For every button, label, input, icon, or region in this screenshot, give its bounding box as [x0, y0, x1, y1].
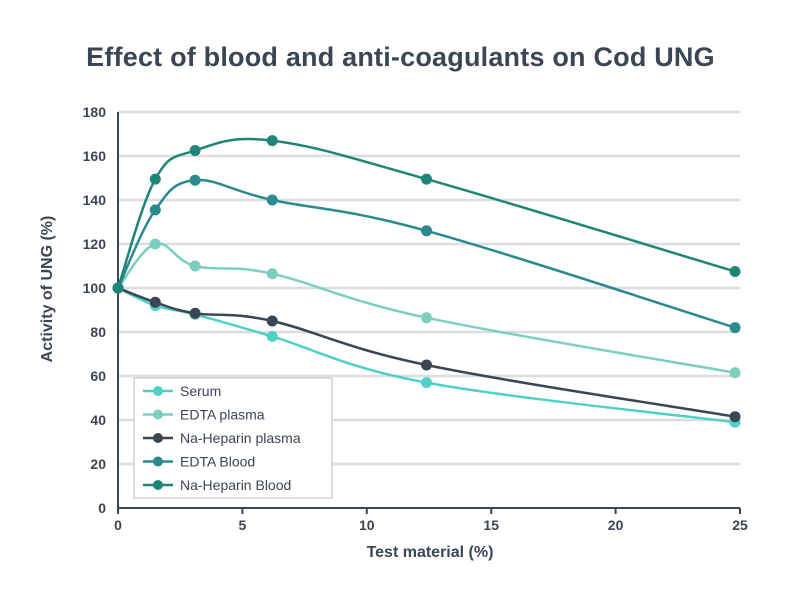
data-point [421, 225, 433, 237]
legend-label: Na-Heparin plasma [180, 430, 301, 446]
y-tick-label: 40 [90, 412, 106, 428]
series-line-1 [117, 242, 736, 374]
y-tick-label: 20 [90, 456, 106, 472]
y-tick-label: 180 [83, 104, 107, 120]
chart-title: Effect of blood and anti-coagulants on C… [86, 42, 715, 72]
data-point [266, 268, 278, 280]
legend-marker [153, 409, 163, 420]
tick-labels: 0 20 40 60 80 100 120 140 160 180 0 5 10 15 20 25 [83, 104, 748, 533]
data-point [729, 322, 741, 334]
y-tick-label: 120 [83, 236, 107, 252]
series-lines [112, 135, 741, 428]
data-point [149, 238, 161, 250]
legend-marker [153, 433, 163, 443]
x-tick-label: 10 [359, 517, 375, 533]
legend-label: EDTA Blood [180, 454, 255, 470]
y-tick-label: 60 [90, 368, 106, 384]
x-tick-label: 0 [114, 517, 122, 533]
y-tick-label: 100 [83, 280, 107, 296]
axes [117, 112, 741, 514]
legend-marker [153, 386, 163, 396]
legend: Serum EDTA plasma Na-Heparin plasma EDTA Bl… [133, 377, 333, 499]
data-point [149, 204, 161, 216]
data-point [189, 174, 201, 186]
data-point [421, 173, 433, 185]
legend-label: Serum [180, 383, 221, 399]
legend-marker [153, 480, 163, 490]
data-point [112, 282, 124, 294]
legend-label: Na-Heparin Blood [180, 477, 291, 493]
data-point [266, 194, 278, 206]
x-tick-label: 15 [483, 517, 499, 533]
legend-label: EDTA plasma [180, 407, 265, 423]
data-point [729, 411, 741, 423]
data-point [189, 260, 201, 272]
data-point [729, 367, 741, 379]
data-point [149, 173, 161, 185]
data-point [189, 307, 201, 319]
x-tick-label: 5 [239, 517, 247, 533]
legend-marker [153, 456, 163, 467]
data-point [149, 296, 161, 308]
y-tick-label: 0 [98, 500, 106, 516]
y-tick-label: 140 [83, 192, 107, 208]
data-point [266, 135, 278, 147]
data-point [421, 359, 433, 371]
data-point [266, 330, 278, 342]
data-point [421, 377, 433, 389]
data-point [189, 145, 201, 156]
x-tick-label: 20 [608, 517, 624, 533]
y-axis-label: Activity of UNG (%) [39, 216, 56, 363]
y-tick-label: 160 [83, 148, 107, 164]
y-tick-label: 80 [90, 324, 106, 340]
data-point [421, 312, 433, 324]
x-tick-label: 25 [732, 517, 748, 533]
data-point [266, 315, 278, 327]
series-line-4 [116, 137, 736, 289]
x-axis-label: Test material (%) [367, 544, 494, 561]
series-line-3 [116, 178, 736, 329]
data-point [729, 266, 741, 277]
